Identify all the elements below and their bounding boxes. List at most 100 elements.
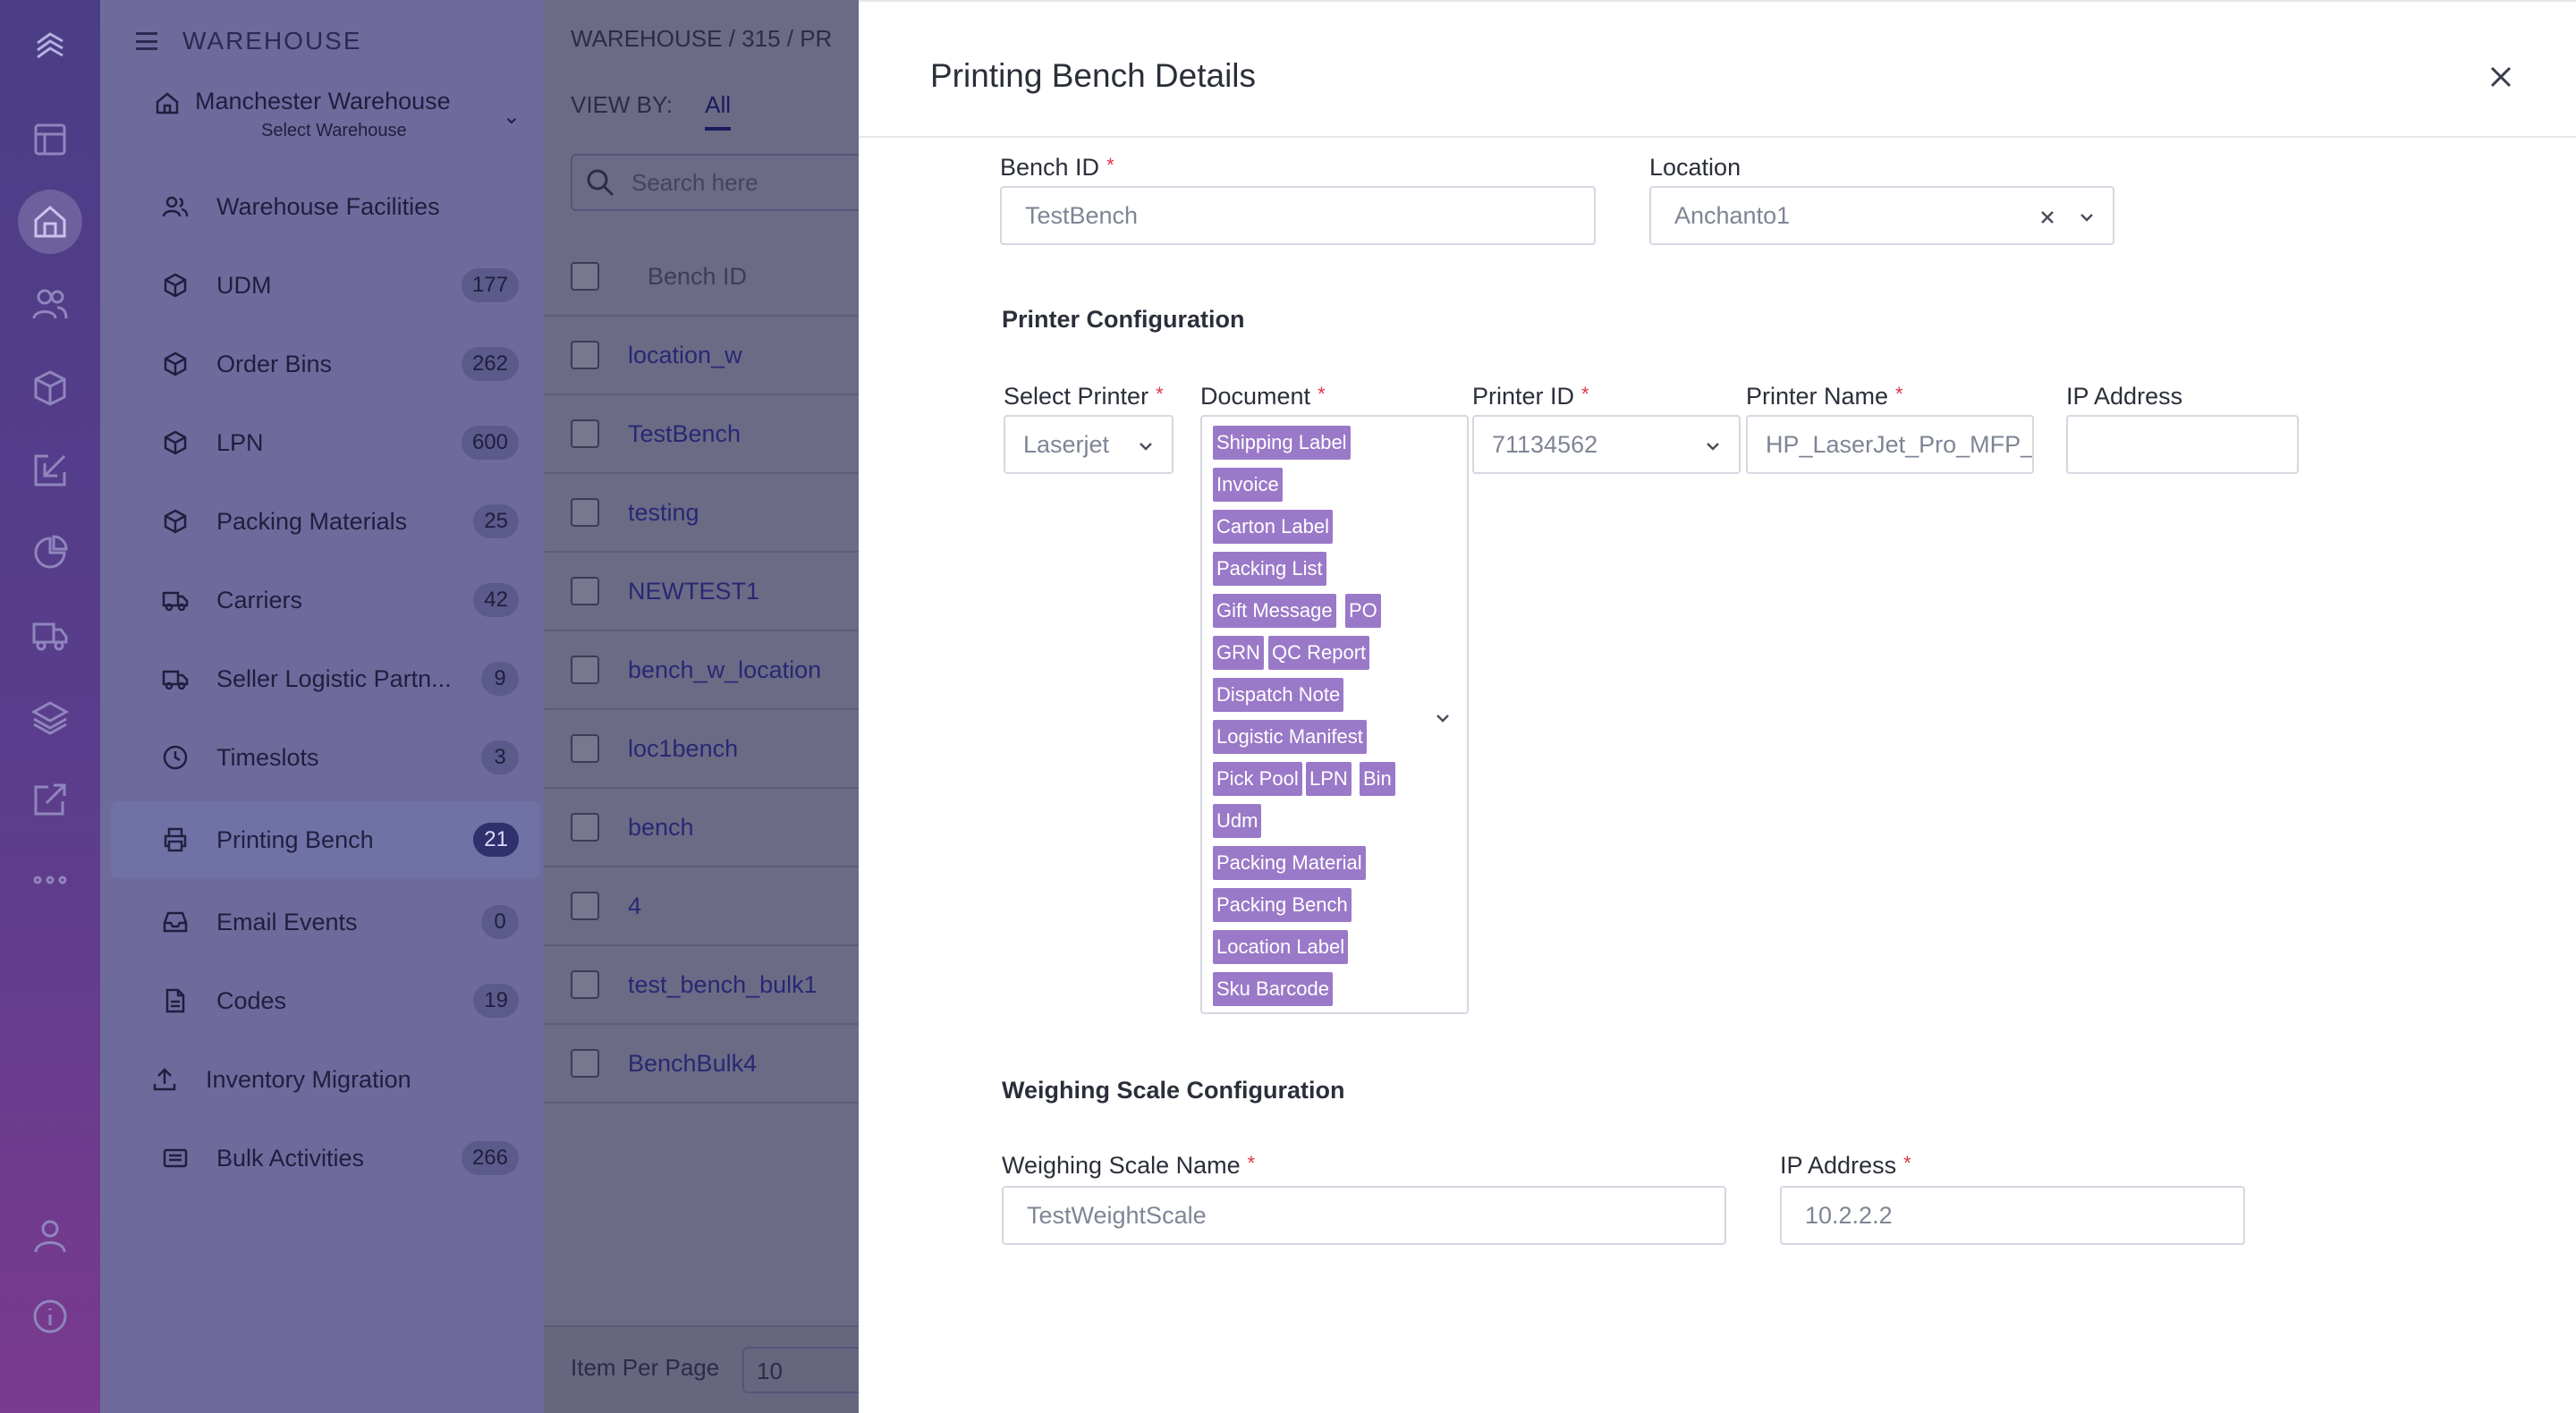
sidebar-item-carriers[interactable]: Carriers 42 bbox=[111, 562, 540, 639]
table-row[interactable]: loc1bench bbox=[544, 710, 859, 789]
box-icon[interactable] bbox=[23, 361, 77, 415]
logo-icon[interactable] bbox=[23, 23, 77, 77]
document-chip[interactable]: Carton Label bbox=[1213, 510, 1333, 544]
dashboard-icon[interactable] bbox=[23, 113, 77, 166]
external-link-icon[interactable] bbox=[23, 773, 77, 826]
sidebar-item-packing-materials[interactable]: Packing Materials 25 bbox=[111, 483, 540, 560]
layers-icon[interactable] bbox=[23, 690, 77, 744]
document-chip[interactable]: Sku Barcode bbox=[1213, 972, 1333, 1006]
sidebar-item-label: Timeslots bbox=[216, 743, 319, 771]
document-chip[interactable]: GRN bbox=[1213, 636, 1264, 670]
items-per-page-select[interactable]: 10 bbox=[742, 1347, 859, 1393]
row-checkbox[interactable] bbox=[571, 498, 599, 527]
sidebar-item-email-events[interactable]: Email Events 0 bbox=[111, 884, 540, 960]
sidebar-item-label: UDM bbox=[216, 271, 272, 299]
row-checkbox[interactable] bbox=[571, 734, 599, 763]
bench-id-link[interactable]: testing bbox=[628, 498, 699, 526]
warehouse-selector[interactable]: Manchester Warehouse Select Warehouse ⌄ bbox=[154, 88, 521, 141]
document-chip[interactable]: PO bbox=[1345, 594, 1381, 628]
document-multiselect[interactable]: Shipping Label Invoice Carton Label Pack… bbox=[1200, 415, 1469, 1014]
sidebar-item-lpn[interactable]: LPN 600 bbox=[111, 404, 540, 481]
bench-id-link[interactable]: test_bench_bulk1 bbox=[628, 970, 818, 998]
document-chip[interactable]: Location Label bbox=[1213, 930, 1349, 964]
sidebar-item-printing-bench[interactable]: Printing Bench 21 bbox=[111, 801, 540, 878]
sidebar-item-bulk-activities[interactable]: Bulk Activities 266 bbox=[111, 1120, 540, 1197]
bench-id-link[interactable]: bench_w_location bbox=[628, 656, 822, 683]
users-icon[interactable] bbox=[23, 277, 77, 331]
table-row[interactable]: NEWTEST1 bbox=[544, 553, 859, 631]
bench-id-link[interactable]: NEWTEST1 bbox=[628, 577, 760, 605]
count-badge: 3 bbox=[481, 740, 519, 774]
profile-icon[interactable] bbox=[23, 1209, 77, 1263]
document-chip[interactable]: Udm bbox=[1213, 804, 1262, 838]
bench-id-field[interactable]: TestBench bbox=[1000, 186, 1596, 245]
sidebar-item-order-bins[interactable]: Order Bins 262 bbox=[111, 326, 540, 402]
sidebar-item-warehouse-facilities[interactable]: Warehouse Facilities bbox=[111, 168, 540, 245]
document-chip[interactable]: Packing Bench bbox=[1213, 888, 1352, 922]
clear-icon[interactable] bbox=[2038, 206, 2057, 225]
row-checkbox[interactable] bbox=[571, 577, 599, 605]
document-chip[interactable]: LPN bbox=[1306, 762, 1352, 796]
table-row[interactable]: 4 bbox=[544, 867, 859, 946]
table-row[interactable]: testing bbox=[544, 474, 859, 553]
select-all-checkbox[interactable] bbox=[571, 262, 599, 291]
document-chip[interactable]: QC Report bbox=[1268, 636, 1370, 670]
document-chip[interactable]: Invoice bbox=[1213, 468, 1283, 502]
bench-id-link[interactable]: loc1bench bbox=[628, 734, 739, 762]
column-header-bench-id[interactable]: Bench ID bbox=[648, 262, 748, 290]
document-chip[interactable]: Pick Pool bbox=[1213, 762, 1302, 796]
menu-icon[interactable] bbox=[136, 32, 157, 50]
truck-icon[interactable] bbox=[23, 608, 77, 662]
printer-name-field[interactable]: HP_LaserJet_Pro_MFP_ bbox=[1746, 415, 2034, 474]
chevron-down-icon bbox=[1703, 435, 1723, 454]
bench-id-link[interactable]: location_w bbox=[628, 341, 742, 368]
row-checkbox[interactable] bbox=[571, 970, 599, 999]
weighing-scale-name-field[interactable]: TestWeightScale bbox=[1002, 1186, 1726, 1245]
table-row[interactable]: TestBench bbox=[544, 395, 859, 474]
location-select[interactable]: Anchanto1 bbox=[1649, 186, 2114, 245]
search-input[interactable]: Search here bbox=[571, 154, 859, 211]
tab-all[interactable]: All bbox=[705, 91, 732, 131]
reports-icon[interactable] bbox=[23, 526, 77, 580]
bench-id-link[interactable]: 4 bbox=[628, 892, 642, 919]
more-icon[interactable] bbox=[23, 853, 77, 907]
document-chip[interactable]: Dispatch Note bbox=[1213, 678, 1344, 712]
warehouse-icon[interactable] bbox=[18, 190, 82, 254]
document-chip[interactable]: Gift Message bbox=[1213, 594, 1336, 628]
row-checkbox[interactable] bbox=[571, 892, 599, 920]
row-checkbox[interactable] bbox=[571, 813, 599, 842]
select-printer-dropdown[interactable]: Laserjet bbox=[1004, 415, 1174, 474]
document-chip[interactable]: Logistic Manifest bbox=[1213, 720, 1367, 754]
pagination-bar: Item Per Page 10 bbox=[544, 1325, 859, 1413]
document-chip[interactable]: Bin bbox=[1360, 762, 1395, 796]
table-row[interactable]: test_bench_bulk1 bbox=[544, 946, 859, 1025]
box-icon bbox=[161, 271, 190, 300]
table-row[interactable]: location_w bbox=[544, 317, 859, 395]
bench-id-link[interactable]: TestBench bbox=[628, 419, 741, 447]
table-row[interactable]: bench_w_location bbox=[544, 631, 859, 710]
document-chip[interactable]: Packing Material bbox=[1213, 846, 1366, 880]
document-chip[interactable]: Packing List bbox=[1213, 552, 1326, 586]
row-checkbox[interactable] bbox=[571, 656, 599, 684]
sidebar-item-udm[interactable]: UDM 177 bbox=[111, 247, 540, 324]
close-icon[interactable] bbox=[2483, 59, 2519, 95]
row-checkbox[interactable] bbox=[571, 341, 599, 369]
table-row[interactable]: bench bbox=[544, 789, 859, 867]
table-row[interactable]: BenchBulk4 bbox=[544, 1025, 859, 1104]
sidebar-item-timeslots[interactable]: Timeslots 3 bbox=[111, 719, 540, 796]
row-checkbox[interactable] bbox=[571, 1049, 599, 1078]
bench-id-link[interactable]: bench bbox=[628, 813, 694, 841]
scale-ip-address-label: IP Address * bbox=[1780, 1152, 1911, 1179]
scale-ip-address-field[interactable]: 10.2.2.2 bbox=[1780, 1186, 2245, 1245]
info-icon[interactable] bbox=[23, 1290, 77, 1343]
breadcrumb[interactable]: WAREHOUSE / 315 / PR bbox=[571, 25, 833, 52]
row-checkbox[interactable] bbox=[571, 419, 599, 448]
printer-id-select[interactable]: 71134562 bbox=[1472, 415, 1741, 474]
sidebar-item-codes[interactable]: Codes 19 bbox=[111, 962, 540, 1039]
sidebar-item-seller-logistic-partners[interactable]: Seller Logistic Partn... 9 bbox=[111, 640, 540, 717]
inbound-icon[interactable] bbox=[23, 444, 77, 497]
ip-address-field[interactable] bbox=[2066, 415, 2299, 474]
bench-id-link[interactable]: BenchBulk4 bbox=[628, 1049, 758, 1077]
sidebar-item-inventory-migration[interactable]: Inventory Migration bbox=[111, 1041, 540, 1118]
document-chip[interactable]: Shipping Label bbox=[1213, 426, 1351, 460]
